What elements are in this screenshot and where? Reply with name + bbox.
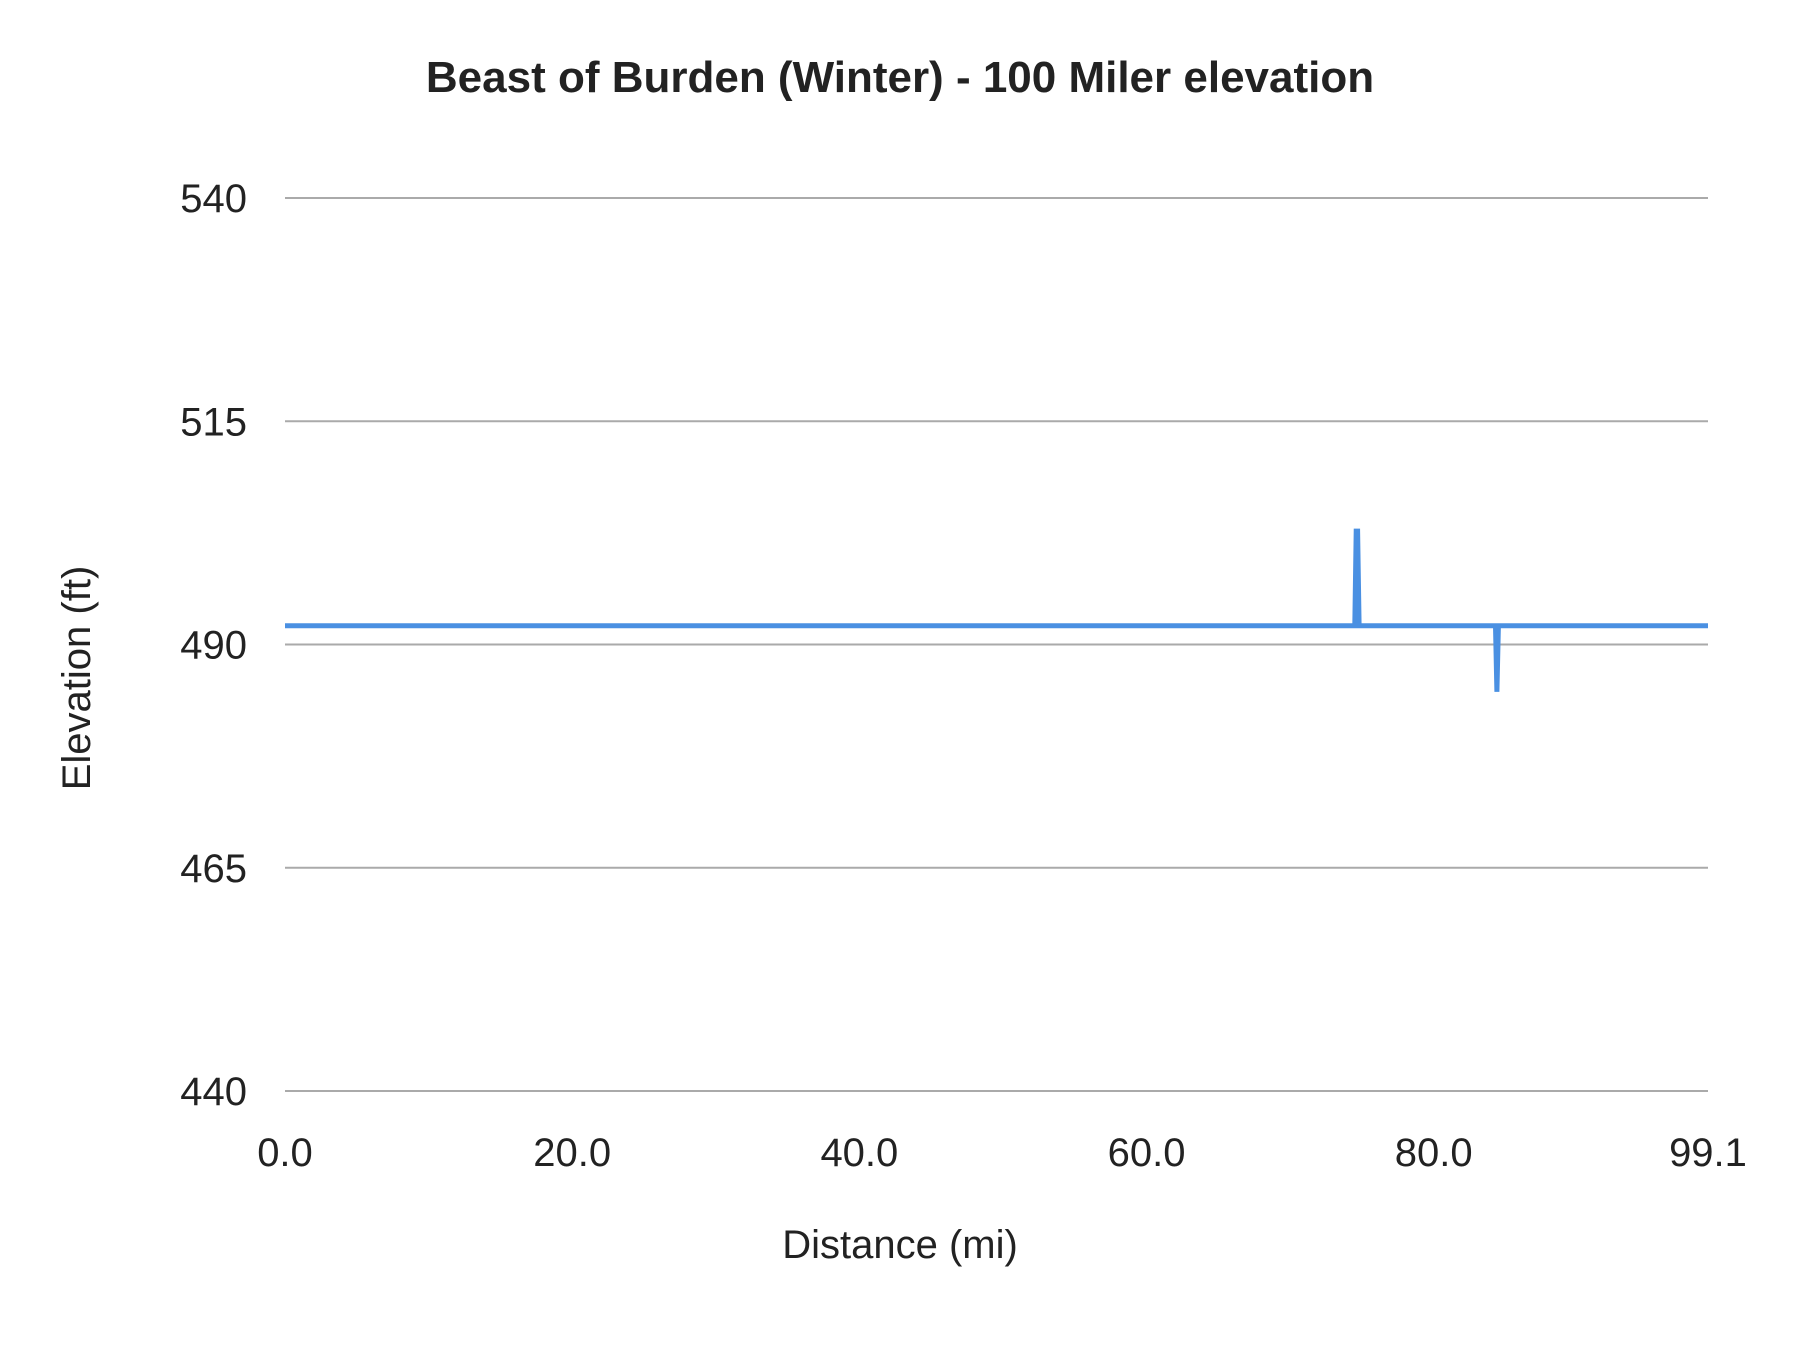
x-tick-label: 20.0 [533, 1131, 611, 1175]
x-tick-label: 40.0 [820, 1131, 898, 1175]
chart-title: Beast of Burden (Winter) - 100 Miler ele… [426, 53, 1374, 102]
y-tick-label: 540 [180, 177, 247, 221]
x-tick-label: 99.1 [1669, 1131, 1747, 1175]
x-axis-label: Distance (mi) [782, 1223, 1018, 1267]
x-tick-label: 0.0 [257, 1131, 313, 1175]
x-tick-labels: 0.0 20.0 40.0 60.0 80.0 99.1 [257, 1131, 1747, 1175]
y-tick-labels: 540 515 490 465 440 [180, 177, 247, 1114]
series-group [285, 528, 1708, 692]
y-tick-label: 515 [180, 400, 247, 444]
y-tick-label: 490 [180, 624, 247, 668]
y-axis-label: Elevation (ft) [55, 566, 99, 791]
gridlines [285, 197, 1708, 1092]
y-tick-label: 465 [180, 847, 247, 891]
series-line [285, 528, 1708, 692]
x-tick-label: 80.0 [1395, 1131, 1473, 1175]
x-tick-label: 60.0 [1108, 1131, 1186, 1175]
y-tick-label: 440 [180, 1070, 247, 1114]
